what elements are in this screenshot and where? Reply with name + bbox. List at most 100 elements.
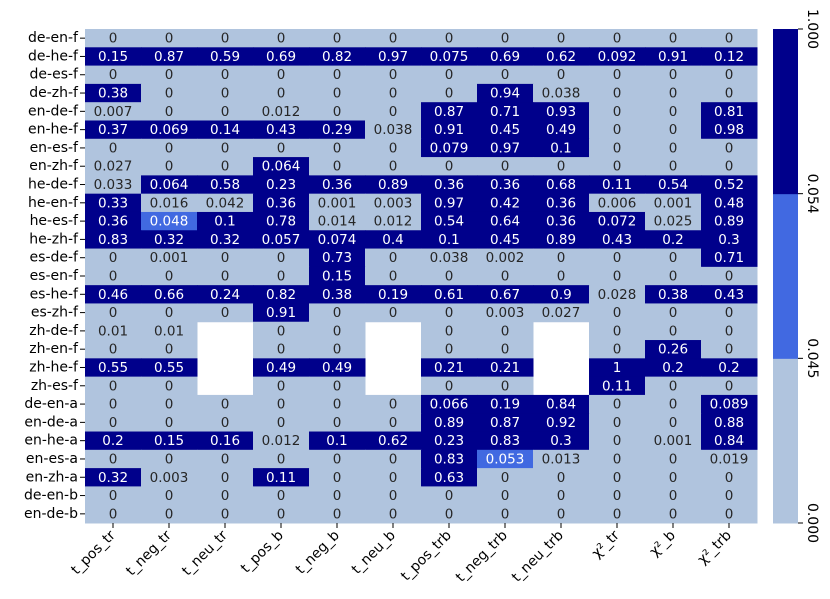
cell-value-label: 0.82: [322, 49, 352, 65]
heatmap-cell: [197, 230, 254, 250]
heatmap-cell: [477, 120, 534, 140]
cell-value-label: 0: [165, 488, 174, 504]
heatmap-cell: [253, 175, 310, 195]
heatmap-cell: [701, 266, 758, 286]
cell-value-label: 0: [445, 86, 454, 102]
heatmap-cell: [85, 431, 142, 451]
heatmap-cell: [365, 504, 422, 524]
cell-value-label: 0.11: [266, 470, 296, 486]
heatmap-cell: [645, 486, 702, 506]
heatmap-cell: [141, 449, 198, 469]
heatmap-cell: [253, 431, 310, 451]
heatmap-cell: [477, 29, 534, 48]
heatmap-cell: [589, 413, 646, 433]
cell-value-label: 0.89: [546, 232, 576, 248]
heatmap-cell: [197, 486, 254, 506]
cell-value-label: 0.43: [266, 122, 296, 138]
heatmap-cell: [589, 83, 646, 103]
heatmap-cell: [645, 449, 702, 469]
cell-value-label: 0.66: [154, 287, 184, 303]
heatmap-cell: [533, 175, 590, 195]
cell-value-label: 0.19: [490, 397, 520, 413]
column-label: t_neg_tr: [123, 527, 175, 579]
heatmap-cell: [309, 138, 366, 158]
cell-value-label: 0: [221, 269, 230, 285]
cell-value-label: 0.26: [658, 342, 688, 358]
column-labels: t_pos_tr t_neg_tr t_neu_tr t_pos_b t_neg_b t_…: [68, 523, 735, 585]
cell-value-label: 0.88: [714, 415, 744, 431]
heatmap-cell: [309, 358, 366, 378]
heatmap-cell: [309, 340, 366, 359]
heatmap-cell: [141, 138, 198, 158]
heatmap-cell: [85, 266, 142, 286]
heatmap-cell: [589, 193, 646, 213]
cell-value-label: 0: [333, 470, 342, 486]
heatmap-cell: [533, 193, 590, 213]
row-label: zh-he-f: [29, 359, 79, 375]
cell-value-label: 0.58: [210, 177, 240, 193]
heatmap-cell: [197, 193, 254, 213]
cell-value-label: 0: [389, 250, 398, 266]
cell-value-label: 0: [445, 305, 454, 321]
heatmap-cell: [309, 65, 366, 85]
heatmap-cell: [141, 413, 198, 433]
cell-value-label: 0.001: [654, 195, 693, 211]
cell-value-label: 0.3: [550, 433, 571, 449]
heatmap-cell: [589, 504, 646, 524]
heatmap-cell: [477, 230, 534, 250]
heatmap-cell: [141, 211, 198, 231]
heatmap-cell: [365, 266, 422, 286]
heatmap-cell: [253, 285, 310, 304]
cell-value-label: 0: [109, 451, 118, 467]
heatmap-cell: [253, 138, 310, 158]
cell-value-label: 0.048: [150, 214, 189, 230]
cell-value-label: 0.001: [150, 250, 189, 266]
heatmap-cell: [645, 157, 702, 176]
heatmap-cell: [645, 248, 702, 268]
cell-value-label: 0: [557, 506, 566, 522]
heatmap-cell: [197, 157, 254, 176]
cell-value-label: 0.55: [154, 360, 184, 376]
cell-value-label: 0: [333, 67, 342, 83]
cell-value-label: 0: [165, 506, 174, 522]
heatmap-cell: [421, 138, 478, 158]
row-label: en-zh-f: [29, 158, 79, 174]
cell-value-label: 0: [669, 488, 678, 504]
cell-value-label: 0.62: [378, 433, 408, 449]
cell-value-label: 0.87: [490, 415, 520, 431]
cell-value-label: 0.089: [710, 397, 749, 413]
row-label: he-en-f: [28, 195, 79, 211]
cell-value-label: 0: [277, 342, 286, 358]
heatmap-cell: [645, 321, 702, 341]
heatmap-cell: [309, 413, 366, 433]
cell-value-label: 0.67: [490, 287, 520, 303]
heatmap-cell: [477, 303, 534, 323]
cell-value-label: 0.89: [378, 177, 408, 193]
cell-value-label: 0: [221, 305, 230, 321]
column-label: t_pos_trb: [398, 527, 455, 584]
heatmap-cell: [421, 211, 478, 231]
heatmap-cell: [253, 358, 310, 378]
cell-value-label: 0: [221, 470, 230, 486]
cell-value-label: 0.064: [150, 177, 189, 193]
heatmap-cell: [589, 394, 646, 414]
column-label: t_neu_b: [349, 527, 399, 577]
heatmap-cell: [645, 468, 702, 487]
cell-value-label: 0.36: [98, 214, 128, 230]
heatmap-cell: [85, 47, 142, 67]
cell-value-label: 0.006: [598, 195, 637, 211]
heatmap-cell: [365, 468, 422, 487]
cell-value-label: 0: [445, 269, 454, 285]
heatmap-cell: [141, 157, 198, 176]
heatmap-cell: [253, 468, 310, 487]
heatmap-cell: [309, 230, 366, 250]
heatmap-cell: [197, 468, 254, 487]
heatmap-cell: [365, 211, 422, 231]
cell-value-label: 0: [445, 342, 454, 358]
cell-value-label: 0.038: [374, 122, 413, 138]
cell-value-label: 0: [725, 67, 734, 83]
heatmap-cell: [701, 394, 758, 414]
heatmap-cell: [701, 65, 758, 85]
cell-value-label: 0: [109, 506, 118, 522]
cell-value-label: 0: [725, 305, 734, 321]
